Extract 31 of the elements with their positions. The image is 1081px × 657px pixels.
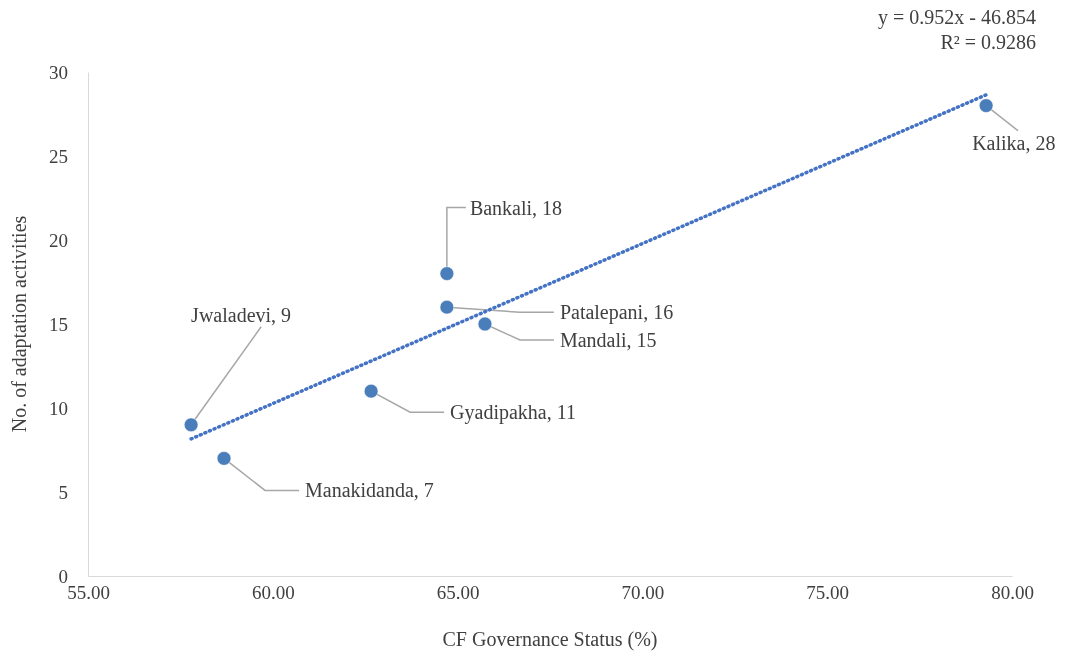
point: [439, 266, 455, 281]
x-tick-label: 80.00: [991, 582, 1034, 604]
y-tick-label: 15: [49, 313, 68, 335]
x-tick-label: 70.00: [621, 582, 665, 604]
point: [363, 384, 379, 399]
annotation: Patalepani, 16: [559, 301, 674, 325]
annotation: Manakidanda, 7: [305, 479, 434, 502]
x-tick-label: 60.00: [251, 582, 295, 604]
y-tick-label: 5: [58, 481, 68, 503]
y-tick-label: 30: [49, 61, 68, 83]
x-tick-label: 75.00: [806, 582, 850, 604]
y-axis-title: No. of adaptation activities: [8, 215, 31, 433]
y-tick-label: 10: [49, 397, 68, 419]
x-tick-label: 55.00: [67, 582, 110, 604]
y-tick-label: 20: [49, 229, 68, 251]
annotation: Kalika, 28: [972, 131, 1056, 154]
text: R² = 0.9286: [940, 31, 1036, 53]
x-tick-label: 65.00: [436, 582, 480, 604]
text: y = 0.952x - 46.854: [878, 6, 1036, 29]
point: [477, 316, 493, 332]
annotation: Gyadipakha, 11: [450, 401, 576, 425]
annotation: Mandali, 15: [559, 329, 657, 351]
point: [216, 451, 232, 466]
point: [439, 300, 455, 315]
point: [183, 417, 199, 432]
point: [978, 98, 994, 113]
y-tick-label: 25: [49, 145, 68, 167]
x-axis-title: CF Governance Status (%): [442, 628, 658, 651]
annotation: Bankali, 18: [469, 196, 563, 219]
y-tick-label: 0: [58, 565, 68, 587]
annotation: Jwaladevi, 9: [191, 303, 292, 326]
